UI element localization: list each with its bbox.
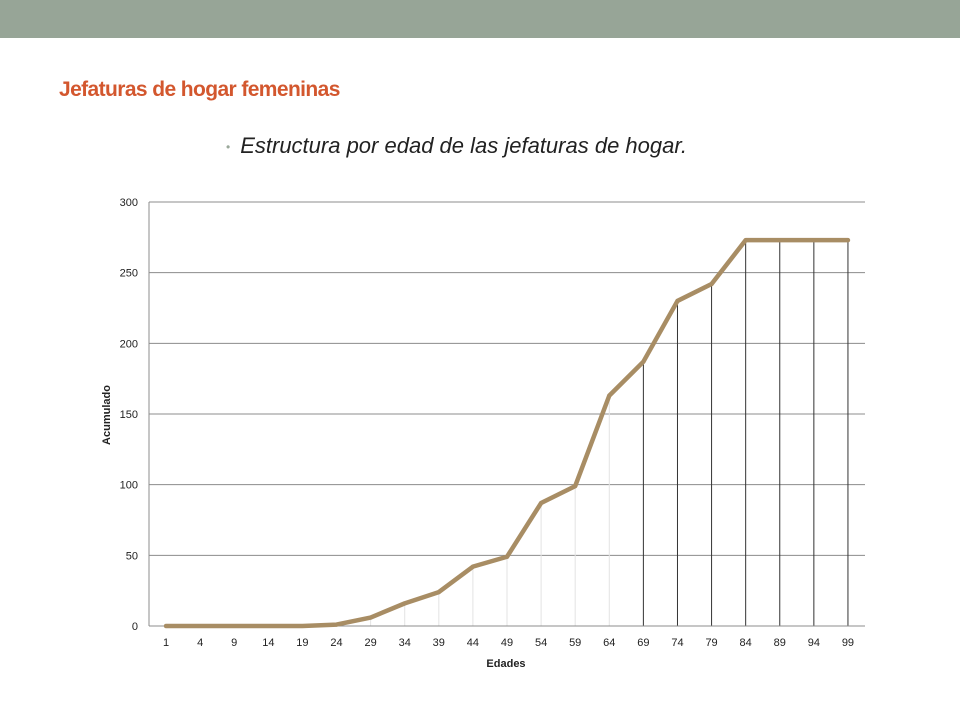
y-tick-label: 300 [120,197,138,209]
x-tick-label: 84 [740,637,752,649]
x-tick-label: 99 [842,637,854,649]
data-point [368,615,373,620]
x-tick-label: 64 [603,637,615,649]
y-tick-label: 0 [132,621,138,633]
x-tick-label: 44 [467,637,479,649]
y-tick-label: 200 [120,338,138,350]
y-tick-label: 150 [120,409,138,421]
data-point [607,393,612,398]
data-point [436,590,441,595]
bullet-icon: • [226,140,231,154]
data-point [470,564,475,569]
data-point [402,601,407,606]
x-tick-label: 14 [262,637,274,649]
x-tick-label: 69 [637,637,649,649]
x-tick-label: 54 [535,637,547,649]
x-axis-label: Edades [486,658,525,670]
x-tick-label: 9 [231,637,237,649]
x-tick-label: 34 [399,637,411,649]
x-tick-label: 39 [433,637,445,649]
y-axis-label: Acumulado [101,385,113,445]
data-point [539,501,544,506]
x-tick-label: 59 [569,637,581,649]
y-tick-label: 100 [120,480,138,492]
data-point [266,624,271,628]
slide-title: Jefaturas de hogar femeninas [59,78,340,101]
x-tick-label: 74 [671,637,683,649]
data-point [709,281,714,286]
x-tick-label: 89 [774,637,786,649]
x-tick-label: 29 [364,637,376,649]
bullet-text: Estructura por edad de las jefaturas de … [240,133,687,158]
data-point [641,359,646,364]
data-point [505,554,509,559]
x-tick-label: 4 [197,637,203,649]
data-point [164,624,169,628]
x-tick-label: 19 [296,637,308,649]
data-point [300,624,305,628]
data-point [232,624,237,628]
y-tick-label: 250 [120,268,138,280]
x-tick-label: 79 [705,637,717,649]
data-point [743,238,748,243]
y-tick-label: 50 [126,550,138,562]
data-point [777,238,782,243]
data-point [811,238,816,243]
data-point [675,298,680,303]
series [163,237,851,629]
bullet-item: • Estructura por edad de las jefaturas d… [226,133,687,159]
drop-lines [336,240,849,626]
x-tick-label: 49 [501,637,513,649]
x-tick-label: 24 [330,637,342,649]
data-point [845,238,850,243]
data-point [198,624,203,628]
data-point [573,484,578,489]
top-banner [0,0,960,38]
x-tick-label: 94 [808,637,820,649]
data-point [334,622,339,627]
x-tick-label: 1 [163,637,169,649]
